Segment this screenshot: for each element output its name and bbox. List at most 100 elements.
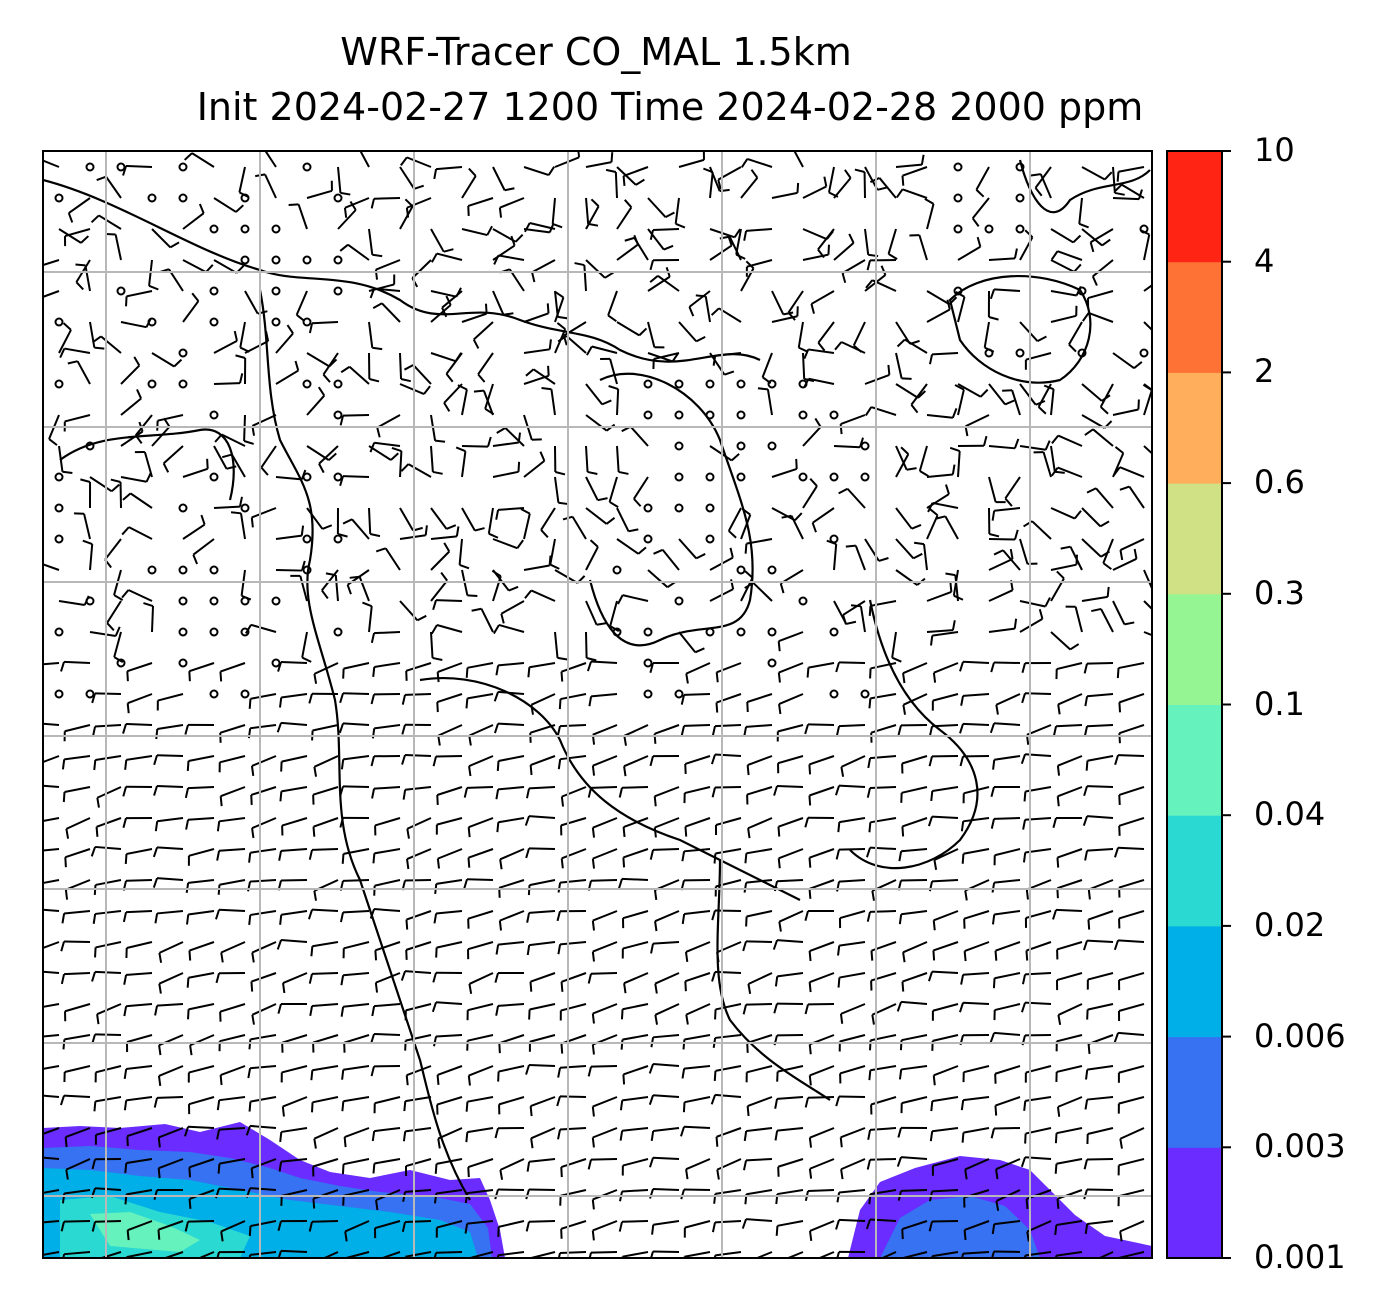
wind-barb-feather	[746, 701, 749, 713]
wind-barb	[275, 476, 302, 481]
wind-barb	[498, 817, 525, 824]
wind-barb-feather	[848, 233, 855, 244]
wind-barb-feather	[362, 601, 373, 608]
wind-barb-feather	[310, 1070, 314, 1081]
wind-barb-feather	[650, 1130, 655, 1142]
wind-barb-feather	[493, 691, 500, 702]
calm-wind-marker	[178, 596, 188, 606]
wind-barb-feather	[804, 910, 809, 921]
wind-barb	[468, 1065, 494, 1077]
wind-barb	[932, 1158, 959, 1167]
calm-wind-marker	[674, 441, 684, 451]
wind-barb-feather	[596, 622, 607, 626]
wind-barb	[445, 352, 463, 375]
wind-barb	[504, 427, 525, 447]
calm-wind-marker	[240, 224, 250, 234]
wind-barb	[529, 879, 556, 887]
wind-barb	[965, 414, 990, 428]
wind-barb	[761, 352, 773, 378]
wind-barb	[461, 389, 468, 416]
wind-barb-feather	[370, 1033, 375, 1044]
wind-barb	[988, 476, 997, 503]
wind-barb	[219, 1096, 246, 1102]
wind-barb-feather	[376, 427, 381, 438]
wind-barb-feather	[866, 787, 871, 798]
wind-barb-feather	[372, 666, 376, 678]
wind-barb	[436, 252, 463, 261]
wind-barb-feather	[276, 722, 283, 733]
wind-barb-feather	[964, 1169, 968, 1180]
wind-barb-feather	[733, 228, 742, 238]
wind-barb	[43, 1127, 60, 1135]
wind-barb-feather	[777, 672, 781, 683]
wind-barb-feather	[309, 1005, 314, 1017]
calm-wind-marker	[643, 503, 653, 513]
wind-barb	[213, 197, 237, 213]
wind-barb	[647, 197, 667, 218]
wind-barb	[994, 972, 1021, 980]
wind-barb-feather	[67, 212, 74, 223]
wind-barb-feather	[370, 756, 375, 767]
wind-barb-feather	[93, 759, 97, 771]
wind-barb-feather	[31, 665, 33, 675]
wind-barb-feather	[710, 1094, 717, 1105]
wind-barb-feather	[624, 199, 633, 208]
wind-barb	[528, 786, 556, 790]
wind-barb	[342, 692, 370, 695]
wind-barb-feather	[817, 342, 826, 352]
wind-barb	[1118, 1003, 1145, 1012]
wind-barb-feather	[436, 858, 441, 869]
calm-wind-marker	[302, 379, 312, 389]
wind-barb-feather	[369, 442, 376, 453]
wind-barb	[468, 848, 494, 859]
wind-barb-feather	[868, 605, 872, 616]
wind-barb-feather	[1009, 548, 1014, 560]
chart-title: WRF-Tracer CO_MAL 1.5km	[340, 30, 852, 74]
wind-barb	[64, 347, 91, 354]
wind-barb	[1118, 662, 1145, 670]
wind-barb	[1119, 693, 1145, 704]
wind-barb-feather	[122, 165, 127, 176]
wind-barb	[43, 1251, 60, 1256]
wind-barb-feather	[637, 546, 647, 555]
wind-barb-feather	[372, 853, 376, 864]
wind-barb-feather	[1119, 485, 1130, 491]
wind-barb	[191, 152, 215, 168]
calm-wind-marker	[767, 441, 777, 451]
wind-barb	[404, 754, 432, 757]
wind-barb-feather	[467, 857, 471, 868]
wind-barb-feather	[30, 909, 33, 918]
wind-barb-feather	[369, 288, 376, 299]
wind-barb-feather	[337, 533, 348, 538]
wind-barb-feather	[747, 983, 752, 994]
calm-wind-marker	[953, 162, 963, 172]
wind-barb-feather	[747, 828, 751, 839]
wind-barb	[467, 1096, 494, 1103]
wind-barb	[407, 463, 432, 478]
wind-barb	[373, 631, 401, 635]
wind-barb-feather	[443, 402, 451, 412]
wind-barb	[467, 693, 494, 700]
wind-barb-feather	[713, 1070, 717, 1081]
wind-barb	[461, 451, 467, 478]
wind-barb	[901, 786, 928, 794]
calm-wind-marker	[147, 565, 157, 575]
calm-wind-marker	[302, 317, 312, 327]
wind-barb-feather	[540, 529, 549, 538]
wind-barb	[869, 786, 897, 789]
wind-barb-feather	[991, 1223, 996, 1235]
wind-barb	[647, 228, 665, 251]
wind-barb-feather	[778, 921, 782, 932]
wind-barb-feather	[529, 764, 533, 776]
wind-barb	[43, 563, 60, 571]
wind-barb-feather	[835, 662, 840, 673]
wind-barb	[771, 507, 796, 522]
wind-barb-feather	[62, 791, 66, 803]
wind-barb	[560, 693, 587, 701]
wind-barb	[1086, 1188, 1114, 1191]
wind-barb	[1087, 1220, 1114, 1226]
wind-barb-feather	[80, 478, 91, 483]
calm-wind-marker	[85, 596, 95, 606]
wind-barb-feather	[416, 614, 427, 622]
wind-barb-feather	[1037, 406, 1047, 415]
